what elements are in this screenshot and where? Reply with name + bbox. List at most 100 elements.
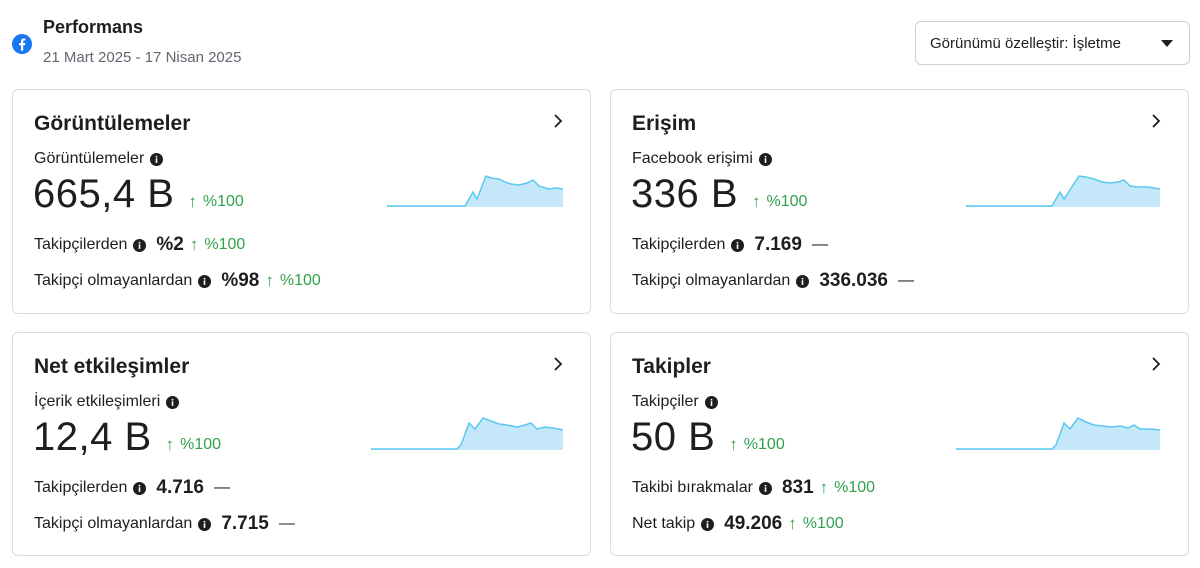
trend-indicator: ↑ %100 [188,192,243,212]
arrow-up-icon: ↑ [188,192,197,211]
trend-value: %100 [802,515,844,532]
no-change-indicator: — [278,515,295,532]
card-follows: Takipler Takipçiler 50 B ↑ %100 Takibi bı… [610,332,1189,556]
breakdown-value: 4.716 [156,477,204,498]
info-icon[interactable] [150,152,164,166]
arrow-up-icon: ↑ [265,271,274,290]
metric-value: 50 B [631,415,716,459]
info-icon[interactable] [704,395,718,409]
chevron-right-icon[interactable] [1148,112,1164,130]
info-icon[interactable] [133,238,147,252]
metric-value-row: 336 B ↑ %100 [631,172,807,217]
breakdown-value: %98 [221,270,260,291]
trend-indicator: ↑ %100 [820,478,875,498]
metric-label: Görüntülemeler [34,150,164,168]
page-title: Performans [43,17,144,37]
info-icon[interactable] [133,481,147,495]
info-icon[interactable] [166,395,180,409]
info-icon[interactable] [758,481,772,495]
trend-indicator: ↑ %100 [166,435,221,455]
card-title: Erişim [632,112,697,135]
trend-value: %100 [180,436,222,453]
metric-value: 12,4 B [33,415,152,459]
trend-indicator: ↑ %100 [265,271,320,291]
metric-value-row: 50 B ↑ %100 [631,415,785,460]
breakdown-value: 831 [781,477,814,498]
breakdown-value: 336.036 [819,270,888,291]
info-icon[interactable] [758,152,772,166]
breakdown-label: Takipçi olmayanlardan [34,515,193,532]
trend-indicator: ↑ %100 [729,435,784,455]
metric-label-text: Facebook erişimi [632,150,753,167]
trend-indicator: ↑ %100 [788,514,843,534]
breakdown-row: Takipçi olmayanlardan 336.036 — [632,270,914,292]
info-icon[interactable] [198,274,212,288]
breakdown-label: Takibi bırakmalar [632,479,753,496]
info-icon[interactable] [198,517,212,531]
breakdown-row: Takipçi olmayanlardan 7.715 — [34,513,295,535]
metric-label: İçerik etkileşimleri [34,393,180,411]
sparkline [966,175,1160,207]
customize-view-label: Görünümü özelleştir: İşletme [930,34,1121,52]
breakdown-row: Takipçilerden %2 ↑ %100 [34,234,245,256]
breakdown-label: Takipçilerden [34,479,128,496]
metric-value-row: 665,4 B ↑ %100 [33,172,244,217]
breakdown-row: Takipçilerden 7.169 — [632,234,828,256]
trend-value: %100 [202,193,244,210]
arrow-up-icon: ↑ [165,435,175,454]
no-change-indicator: — [213,479,230,496]
card-reach: Erişim Facebook erişimi 336 B ↑ %100 Taki… [610,89,1189,314]
caret-down-icon [1161,40,1173,47]
info-icon[interactable] [796,274,810,288]
card-title: Görüntülemeler [34,112,191,135]
breakdown-label: Takipçilerden [632,236,726,253]
metric-label-text: Görüntülemeler [34,150,145,167]
metric-value: 336 B [631,172,739,216]
breakdown-value: 7.715 [221,513,269,534]
metric-label: Takipçiler [632,393,718,411]
card-title: Takipler [632,355,711,378]
arrow-up-icon: ↑ [729,435,738,454]
arrow-up-icon: ↑ [189,235,199,254]
no-change-indicator: — [811,236,828,253]
customize-view-dropdown[interactable]: Görünümü özelleştir: İşletme [915,21,1190,65]
arrow-up-icon: ↑ [788,514,797,533]
trend-indicator: ↑ %100 [752,192,807,212]
breakdown-label: Takipçi olmayanlardan [632,272,791,289]
card-views: Görüntülemeler Görüntülemeler 665,4 B ↑%… [12,89,591,314]
breakdown-label: Takipçilerden [34,236,128,253]
arrow-up-icon: ↑ [752,192,761,211]
info-icon[interactable] [731,238,745,252]
breakdown-row: Takibi bırakmalar 831 ↑ %100 [632,477,875,499]
metric-value: 665,4 B [33,172,175,216]
arrow-up-icon: ↑ [819,478,829,497]
trend-value: %100 [834,479,876,496]
metric-label-text: Takipçiler [632,393,699,410]
breakdown-label: Net takip [632,515,696,532]
trend-indicator: ↑ %100 [190,235,245,255]
sparkline [387,175,563,207]
page-header: Performans 21 Mart 2025 - 17 Nisan 2025 … [0,0,1200,80]
card-net-interactions: Net etkileşimler İçerik etkileşimleri 12… [12,332,591,556]
breakdown-value: %2 [156,234,184,255]
metric-value-row: 12,4 B ↑ %100 [33,415,221,460]
breakdown-value: 7.169 [754,234,802,255]
card-title: Net etkileşimler [34,355,190,378]
date-range: 21 Mart 2025 - 17 Nisan 2025 [43,49,242,66]
chevron-right-icon[interactable] [550,355,566,373]
trend-value: %100 [279,272,321,289]
chevron-right-icon[interactable] [550,112,566,130]
breakdown-row: Takipçilerden 4.716 — [34,477,230,499]
trend-value: %100 [743,436,785,453]
info-icon[interactable] [701,517,715,531]
facebook-icon [12,34,32,54]
breakdown-row: Takipçi olmayanlardan %98 ↑ %100 [34,270,321,292]
trend-value: %100 [204,236,246,253]
metric-label: Facebook erişimi [632,150,772,168]
breakdown-label: Takipçi olmayanlardan [34,272,193,289]
sparkline [956,417,1160,450]
metric-label-text: İçerik etkileşimleri [34,393,161,410]
chevron-right-icon[interactable] [1148,355,1164,373]
no-change-indicator: — [898,272,914,289]
sparkline [371,417,563,450]
